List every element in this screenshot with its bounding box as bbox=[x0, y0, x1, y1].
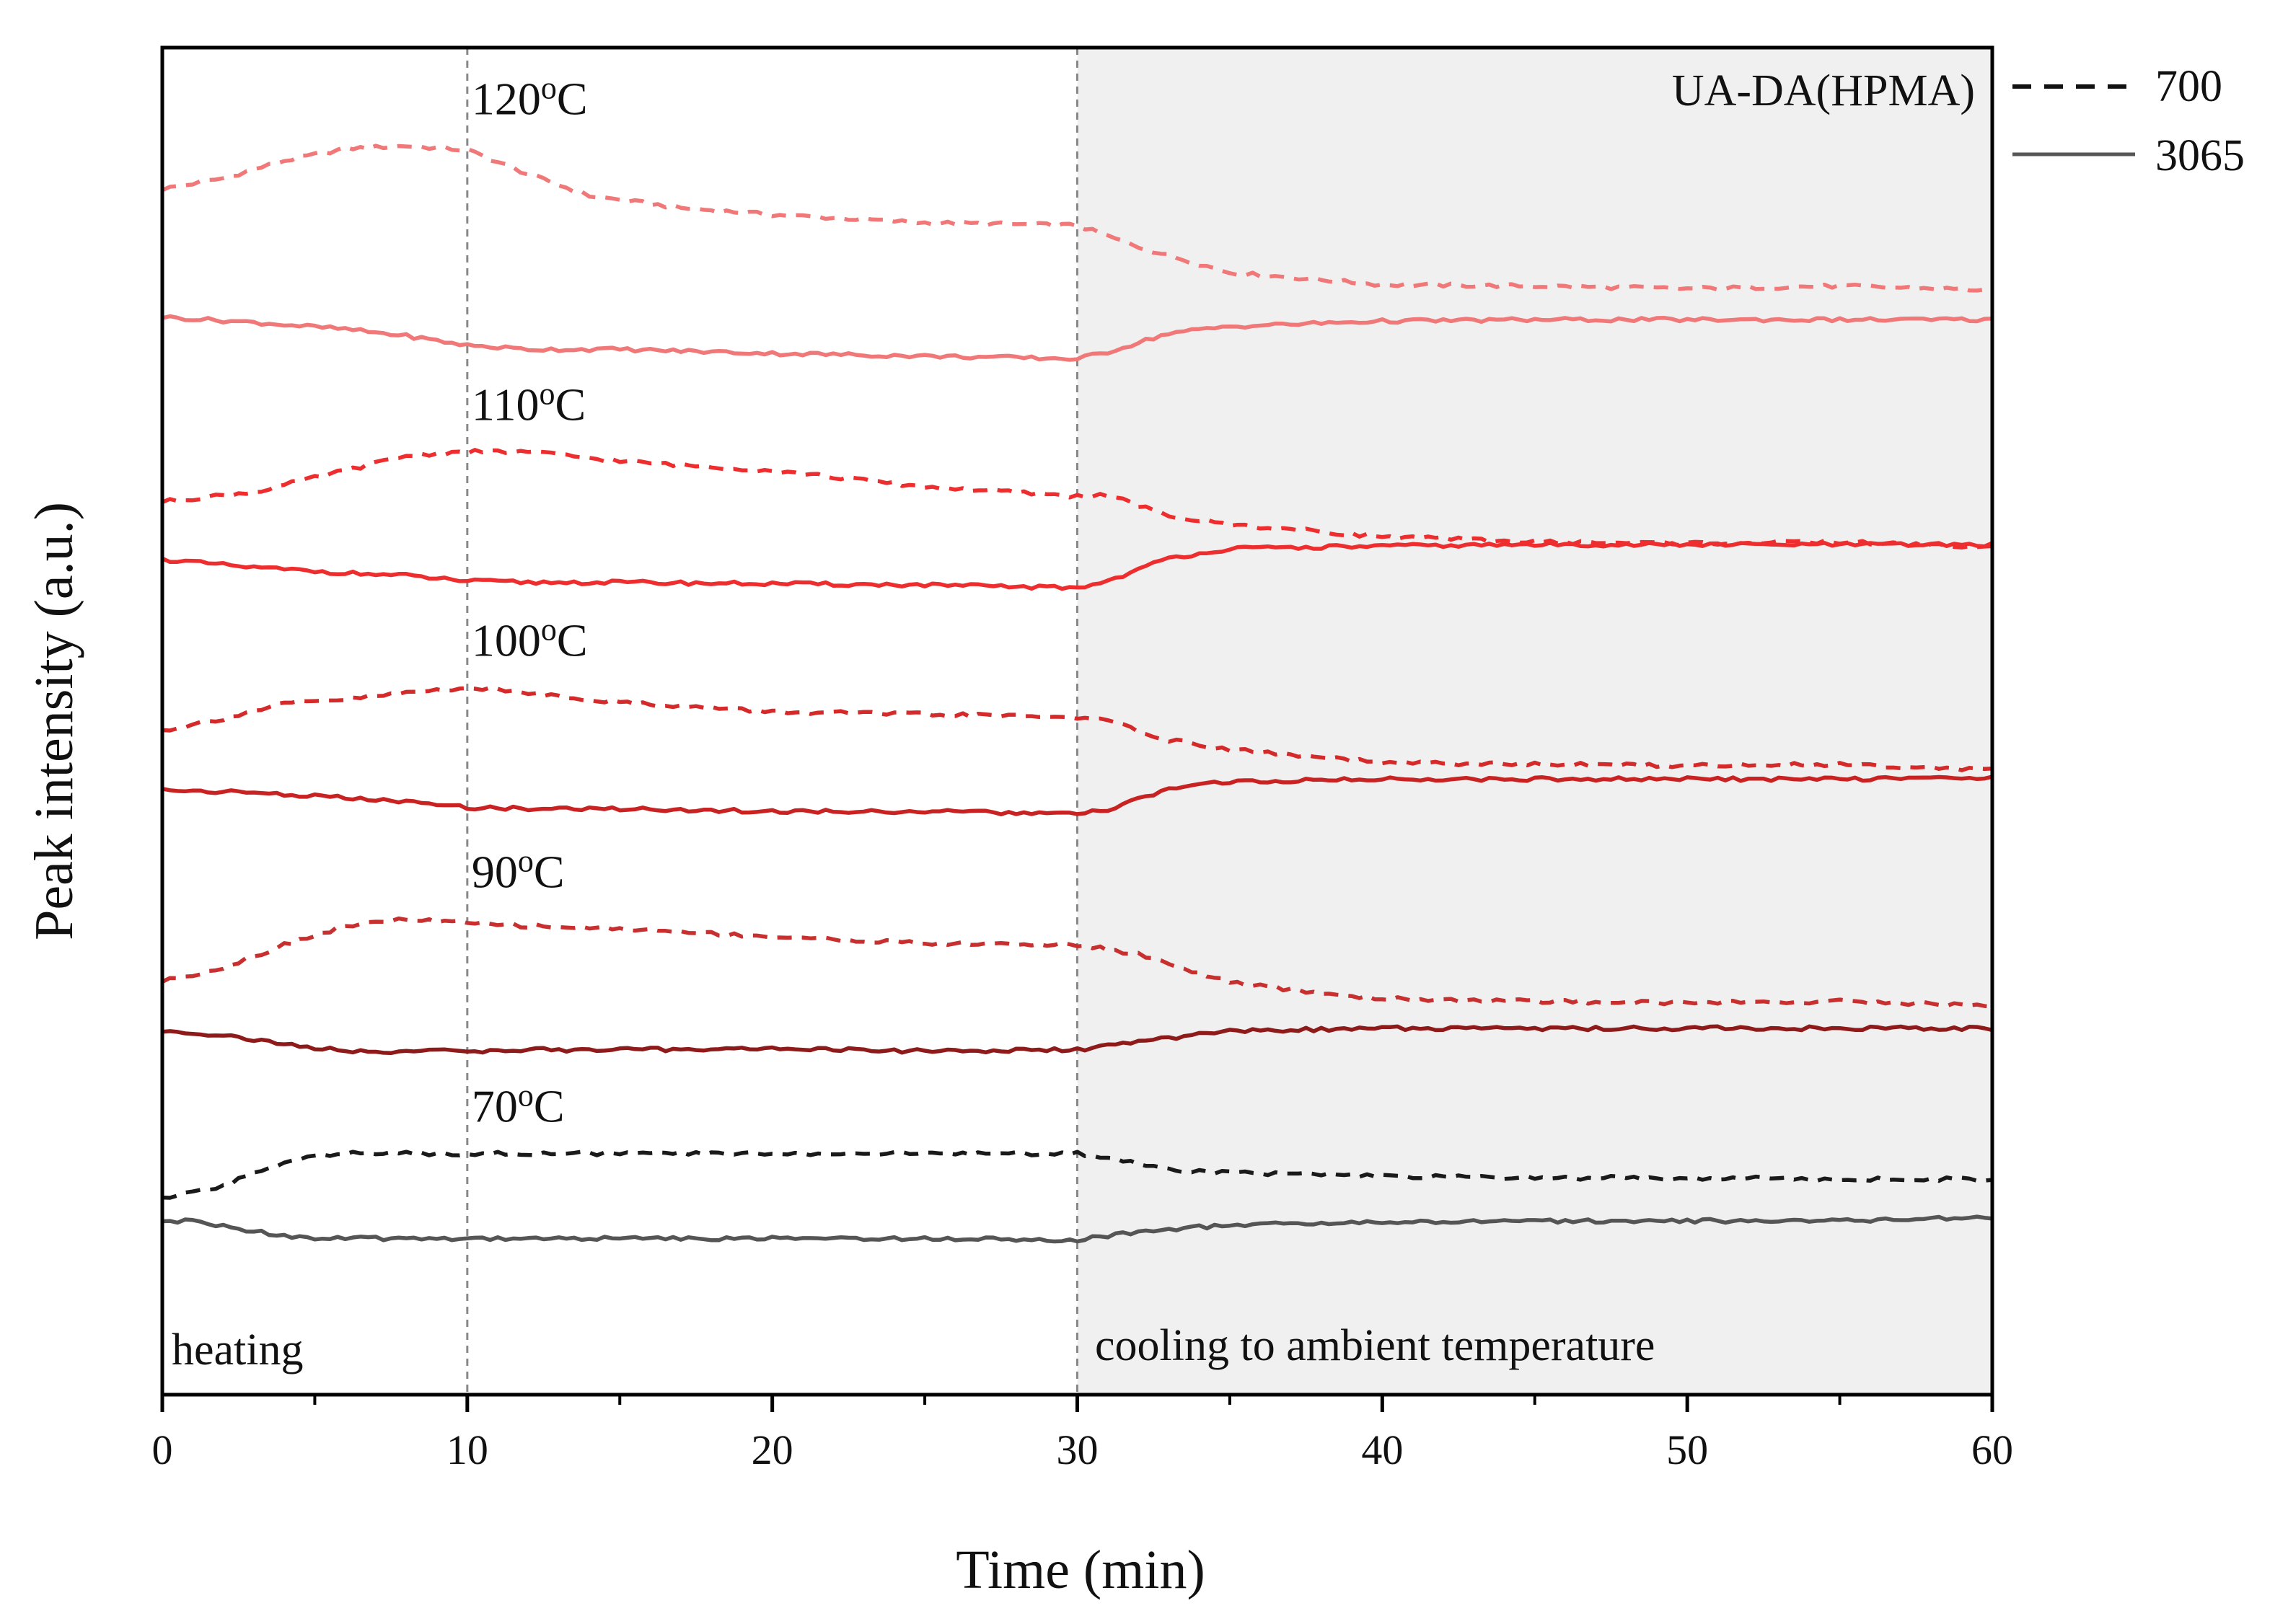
series-120C-3065 bbox=[162, 314, 1993, 362]
cooling-region-shading bbox=[1077, 48, 1992, 1395]
x-tick-label: 50 bbox=[1666, 1426, 1708, 1473]
temp-label-100: 100oC bbox=[472, 612, 588, 666]
vertical-guide-lines bbox=[466, 48, 1078, 1395]
temperature-labels: 120oC 110oC 100oC 90oC 70oC bbox=[472, 70, 588, 1131]
temp-label-90: 90oC bbox=[472, 844, 565, 898]
heating-label: heating bbox=[172, 1325, 304, 1374]
legend-label-700: 700 bbox=[2155, 62, 2222, 111]
x-tick-label: 30 bbox=[1057, 1426, 1099, 1473]
legend: 700 3065 bbox=[2012, 62, 2245, 180]
series-110C-700 bbox=[161, 448, 1993, 550]
y-axis-title: Peak intensity (a.u.) bbox=[24, 502, 84, 940]
x-tick-label: 20 bbox=[752, 1426, 793, 1473]
series-110C-3065 bbox=[161, 541, 1994, 591]
x-axis-ticks bbox=[160, 1395, 1994, 1412]
temp-label-110: 110oC bbox=[472, 376, 586, 430]
series-100C-3065 bbox=[162, 775, 1993, 816]
cooling-label: cooling to ambient temperature bbox=[1095, 1321, 1655, 1370]
series-100C-700 bbox=[162, 685, 1993, 772]
x-axis-title: Time (min) bbox=[956, 1540, 1205, 1600]
legend-label-3065: 3065 bbox=[2155, 131, 2245, 180]
series-90C-3065 bbox=[162, 1024, 1993, 1056]
series-90C-700 bbox=[161, 916, 1993, 1009]
series-120C-700 bbox=[161, 144, 1993, 293]
data-series bbox=[161, 144, 1994, 1244]
series-70C-700 bbox=[162, 1149, 1993, 1200]
series-70C-3065 bbox=[162, 1214, 1993, 1244]
temp-label-120: 120oC bbox=[472, 70, 588, 124]
inset-title: UA-DA(HPMA) bbox=[1672, 66, 1975, 115]
x-tick-label: 40 bbox=[1361, 1426, 1403, 1473]
x-axis-tick-labels: 0 10 20 30 40 50 60 bbox=[152, 1426, 2014, 1473]
x-tick-label: 60 bbox=[1971, 1426, 2013, 1473]
x-tick-label: 0 bbox=[152, 1426, 173, 1473]
x-tick-label: 10 bbox=[446, 1426, 488, 1473]
temp-label-70: 70oC bbox=[472, 1078, 565, 1132]
